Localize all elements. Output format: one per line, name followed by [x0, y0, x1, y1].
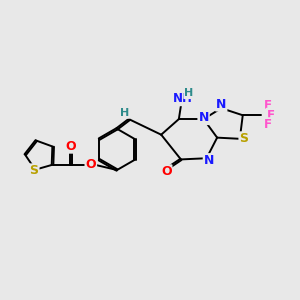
Text: O: O: [161, 165, 172, 178]
Text: F: F: [263, 99, 272, 112]
Text: NH: NH: [172, 92, 192, 105]
Text: O: O: [65, 140, 76, 153]
Text: H: H: [120, 108, 129, 118]
Text: H: H: [184, 88, 194, 98]
Text: O: O: [85, 158, 96, 171]
Text: N: N: [216, 98, 226, 111]
Text: N: N: [198, 111, 209, 124]
Text: F: F: [266, 109, 274, 122]
Text: N: N: [204, 154, 214, 167]
Text: S: S: [239, 132, 248, 145]
Text: F: F: [263, 118, 272, 131]
Text: S: S: [30, 164, 39, 177]
